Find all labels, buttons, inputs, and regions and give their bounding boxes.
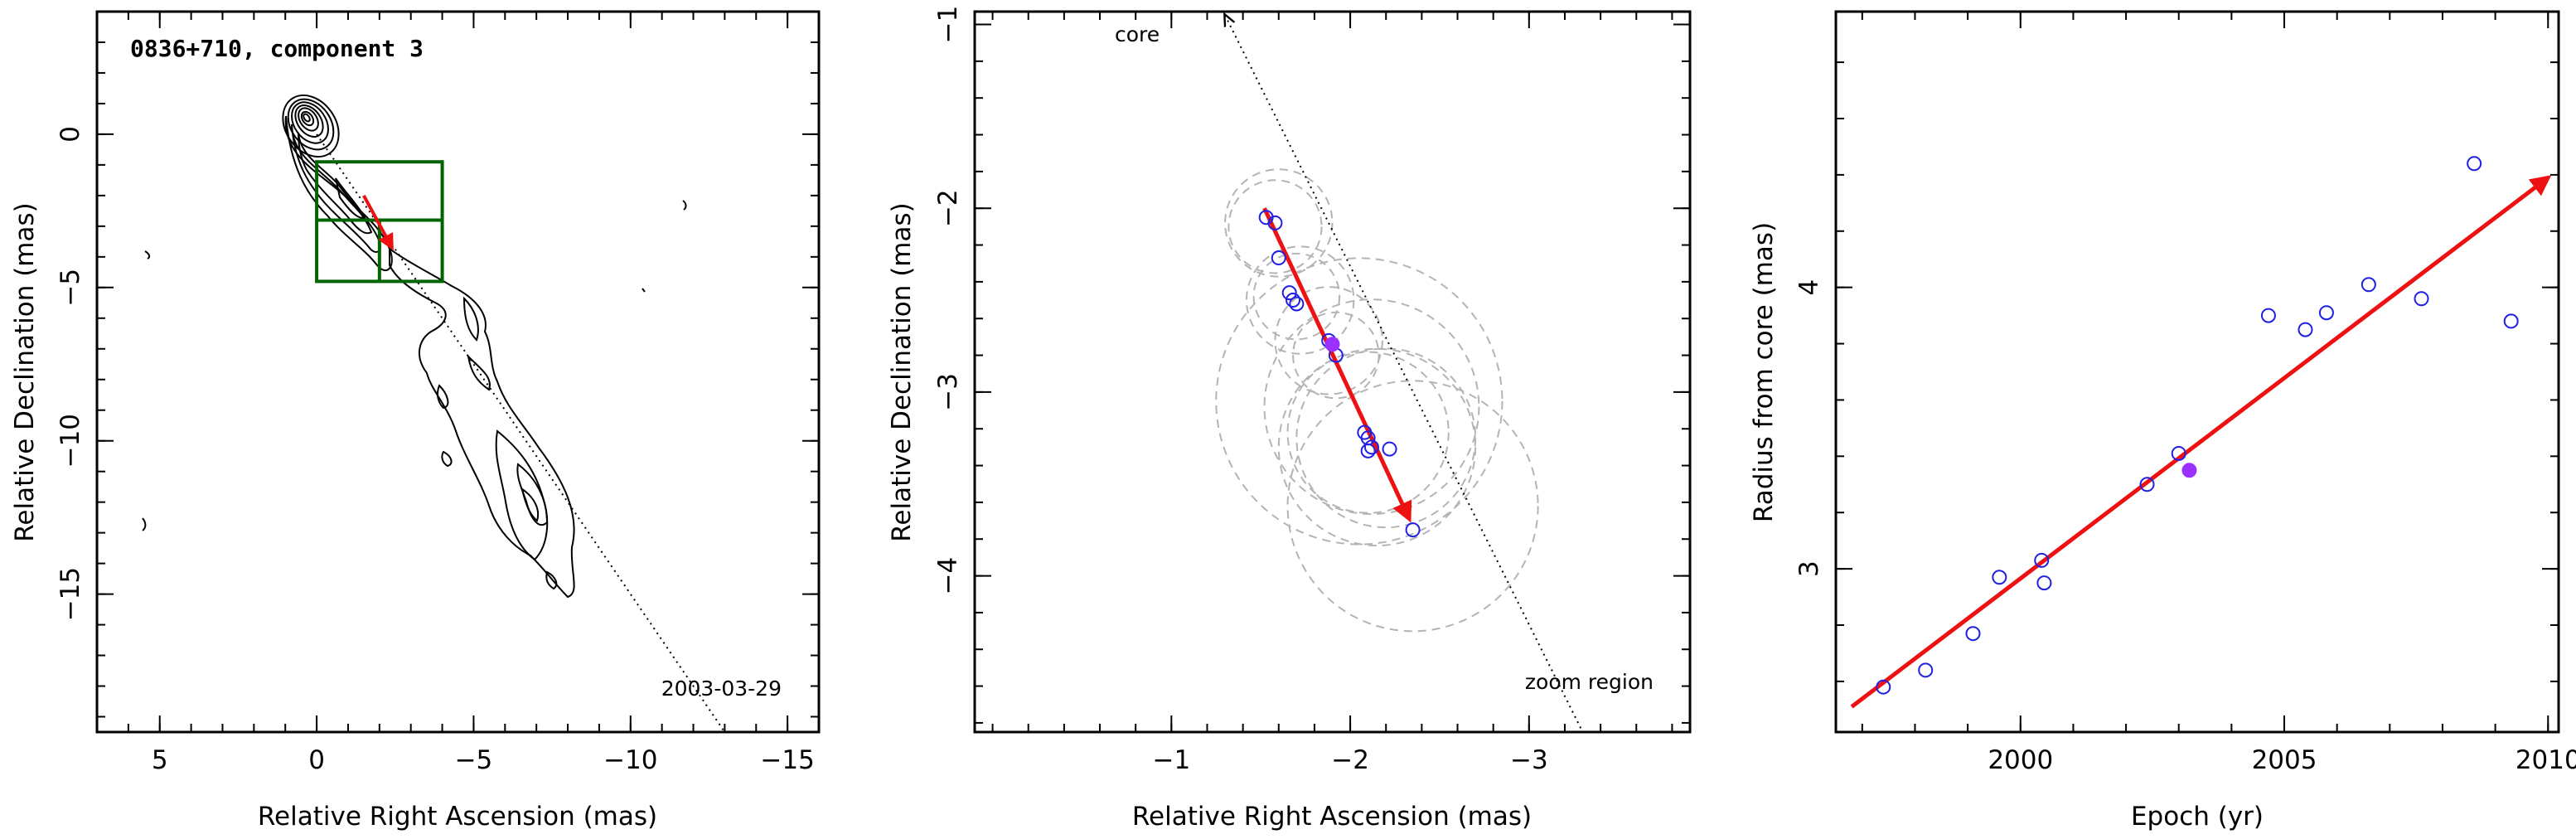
x-tick-label: 0 xyxy=(308,745,325,775)
zoom-region-boxes xyxy=(315,160,444,284)
radius-points xyxy=(1876,156,2519,695)
data-point xyxy=(2467,156,2482,172)
x-tick-label: 5 xyxy=(152,745,168,775)
contour-plot-area xyxy=(142,94,726,733)
data-point xyxy=(2361,277,2376,293)
data-point xyxy=(1267,215,1283,230)
data-point xyxy=(1876,679,1891,695)
fit-circle xyxy=(1274,286,1383,395)
y-axis-label: Relative Declination (mas) xyxy=(887,202,917,542)
date-label: 2003-03-29 xyxy=(661,677,782,701)
data-point xyxy=(2034,552,2050,568)
data-point xyxy=(1289,296,1305,312)
panel-zoom-region: −1 −2 −3 −1 −2 −3 −4 core zoom region Relativ… xyxy=(887,6,1692,832)
data-point xyxy=(2139,477,2155,492)
x-axis-ticks: 2000 2005 2010 xyxy=(1861,12,2576,775)
plot-frame xyxy=(1834,10,2560,734)
y-tick-label: 3 xyxy=(1794,560,1824,577)
jet-contours xyxy=(142,94,687,599)
data-point xyxy=(2298,322,2313,337)
y-axis-ticks: 34 xyxy=(1794,61,2559,682)
y-tick-label: −1 xyxy=(933,6,963,44)
x-tick-label: 2010 xyxy=(2515,745,2576,775)
plot-frame xyxy=(95,10,821,734)
zoom-region-label: zoom region xyxy=(1525,670,1654,694)
data-point xyxy=(1405,522,1421,538)
fit-circle xyxy=(1224,168,1334,278)
fit-circle xyxy=(1227,179,1323,274)
component-points xyxy=(1258,210,1421,538)
fit-circles xyxy=(1215,168,1539,633)
data-point xyxy=(1360,443,1376,458)
y-axis-label: Relative Declination (mas) xyxy=(10,202,40,542)
data-point xyxy=(1271,250,1286,266)
core-label: core xyxy=(1115,22,1160,46)
highlight-point xyxy=(2181,463,2197,478)
x-tick-label: −2 xyxy=(1331,745,1369,775)
data-point xyxy=(1992,570,2007,585)
data-point xyxy=(1363,439,1379,455)
motion-arrow xyxy=(362,194,394,251)
x-tick-label: −10 xyxy=(603,745,657,775)
data-point xyxy=(2414,291,2429,307)
plot-frame xyxy=(973,10,1692,734)
x-tick-label: −5 xyxy=(455,745,493,775)
data-point xyxy=(2503,313,2519,329)
data-point xyxy=(1382,441,1397,457)
panel-contour-map: 5 0 −5 −10 −15 0 −5 −10 −15 0836+710, component… xyxy=(10,10,821,832)
x-axis-label: Epoch (yr) xyxy=(2131,802,2264,832)
x-axis-ticks: −1 −2 −3 xyxy=(991,12,1673,775)
data-point xyxy=(1286,293,1301,308)
fit-circle xyxy=(1277,347,1477,547)
x-axis-label: Relative Right Ascension (mas) xyxy=(258,802,657,832)
x-tick-label: −15 xyxy=(760,745,814,775)
data-point xyxy=(1281,285,1297,301)
fit-circle xyxy=(1215,257,1503,546)
y-tick-label: −5 xyxy=(56,269,85,307)
x-tick-label: 2005 xyxy=(2252,745,2317,775)
fit-circle xyxy=(1292,311,1380,400)
y-tick-label: −10 xyxy=(56,414,85,468)
y-axis-ticks: −1 −2 −3 −4 xyxy=(933,6,1690,724)
x-tick-label: 2000 xyxy=(1988,745,2053,775)
fit-circle xyxy=(1286,351,1450,514)
fit-line xyxy=(1850,175,2552,709)
y-axis-ticks: 0 −5 −10 −15 xyxy=(56,11,819,718)
x-axis-ticks: 5 0 −5 −10 −15 xyxy=(96,12,820,775)
chart-title: 0836+710, component 3 xyxy=(130,35,424,62)
jet-direction-line xyxy=(1225,15,1584,733)
data-point xyxy=(2036,575,2052,591)
x-axis-label: Relative Right Ascension (mas) xyxy=(1132,802,1532,832)
data-point xyxy=(1965,626,1981,642)
y-tick-label: −3 xyxy=(933,373,963,411)
y-tick-label: −2 xyxy=(933,189,963,227)
y-tick-label: 0 xyxy=(56,126,85,143)
data-point xyxy=(2171,445,2186,461)
fit-circle xyxy=(1263,298,1480,516)
panel-radius-vs-epoch: 2000 2005 2010 34 Epoch (yr) Radius from c… xyxy=(1749,10,2576,832)
highlight-point xyxy=(1324,337,1340,352)
motion-arrow xyxy=(1262,207,1412,523)
fit-circle xyxy=(1245,245,1355,355)
x-tick-label: −3 xyxy=(1510,745,1548,775)
y-tick-label: −4 xyxy=(933,557,963,595)
fit-circle xyxy=(1252,252,1341,341)
fit-circle xyxy=(1286,380,1539,633)
data-point xyxy=(2260,308,2276,323)
data-point xyxy=(2318,305,2334,321)
y-tick-label: −15 xyxy=(56,567,85,621)
y-tick-label: 4 xyxy=(1794,279,1824,296)
data-point xyxy=(1918,662,1934,678)
x-tick-label: −1 xyxy=(1152,745,1190,775)
y-axis-label: Radius from core (mas) xyxy=(1749,222,1779,522)
